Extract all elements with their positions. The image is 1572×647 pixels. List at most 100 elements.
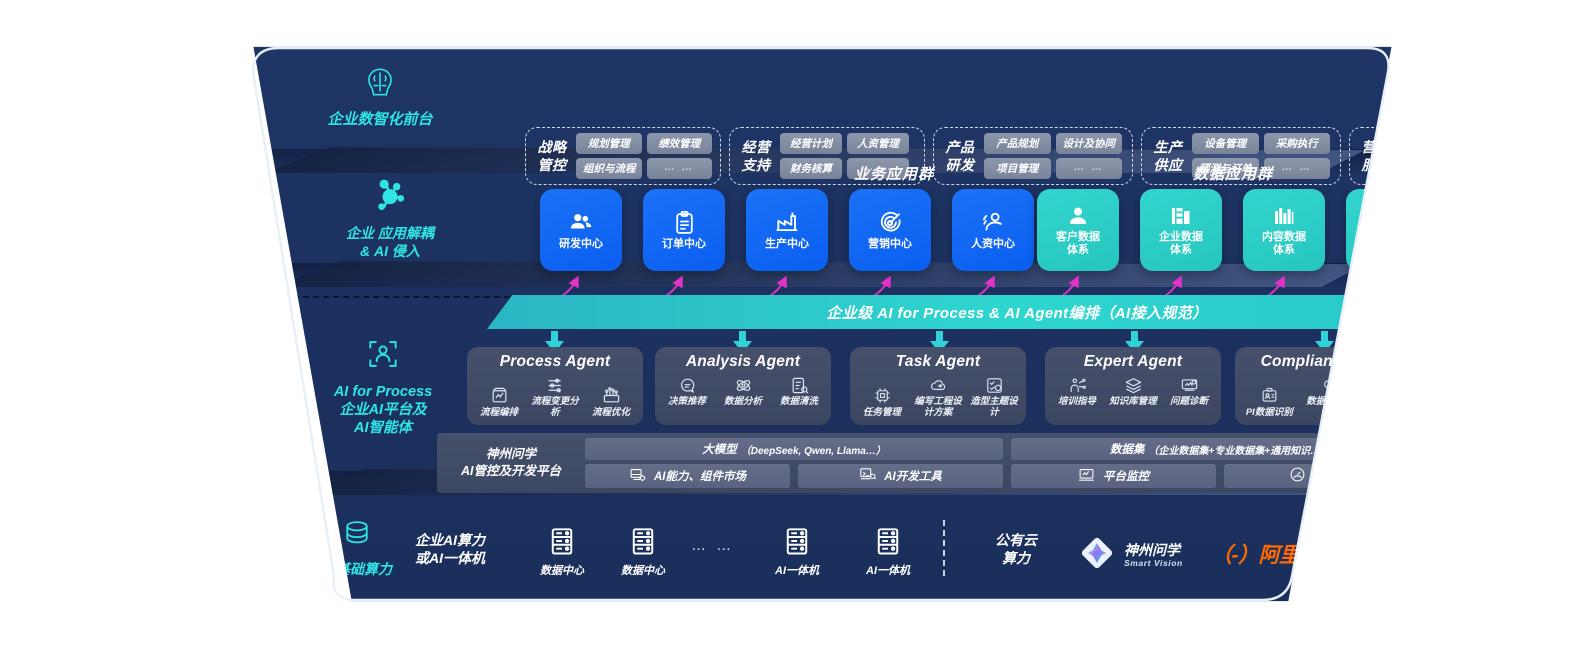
domain-chip[interactable]: 规划管理 [576, 133, 642, 154]
app-tile-order-center[interactable]: 订单中心 [643, 189, 725, 271]
agent-card-process[interactable]: Process Agent 流程编排 流程变更分析 [467, 347, 643, 425]
agent-capability[interactable]: PI数据识别 [1239, 386, 1300, 419]
dataset-bar[interactable]: 数据集 （企业数据集+专业数据集+通用知识…） [1011, 438, 1429, 460]
agent-capability[interactable]: 流程编排 [471, 386, 527, 419]
domain-chip[interactable]: 整车物流 [1400, 158, 1436, 179]
agent-capability-row: 决策推荐 数据分析 数据清洗 [655, 375, 831, 408]
domain-group-strategy[interactable]: 战略 管控 规划管理 绩效管理 组织与流程 … … [525, 127, 721, 185]
agent-capability[interactable]: 数据分析 [715, 375, 771, 408]
app-tile-production-center[interactable]: 生产中心 [746, 189, 828, 271]
platform-cell-monitoring[interactable]: 平台监控 [1011, 464, 1216, 488]
platform-cell-billing[interactable]: 计费/计量 [1224, 464, 1429, 488]
shield-cloud-icon [1300, 375, 1361, 395]
dataset-bar-label: 数据集 [1109, 444, 1145, 456]
agent-capability-label: 造型主题设计 [970, 396, 1018, 418]
agent-capability[interactable]: 合规预警 [1360, 386, 1421, 419]
agent-capability-label: 数据清洗 [779, 396, 818, 407]
agent-capability-label: 任务管理 [862, 406, 901, 418]
infra-node-aio-1[interactable]: AI一体机 [762, 527, 832, 578]
person-scan-icon [283, 335, 483, 378]
infra-node-dc-1[interactable]: 数据中心 [527, 527, 597, 578]
ai-platform-strip[interactable]: 神州问学 AI管控及开发平台 大模型 （DeepSeek, Qwen, Llam… [437, 433, 1436, 493]
data-tile-enterprise[interactable]: 企业数据 体系 [1140, 189, 1222, 271]
aliyun-logo: （-）阿里云 [1211, 544, 1320, 567]
agent-capability-label: 流程编排 [479, 406, 518, 418]
agent-capability-label: 培训指导 [1057, 396, 1096, 407]
platform-cell-ai-market[interactable]: AI能力、组件市场 [585, 464, 790, 488]
platform-right-cells: 平台监控 计费/计量 [1011, 464, 1429, 488]
server-icon [629, 544, 657, 561]
infra-node-label: 数据中心 [621, 565, 665, 577]
data-tile-product[interactable]: 产品数据 体系 [1346, 189, 1428, 271]
clipboard-icon [672, 210, 697, 235]
agent-capability[interactable]: 数据权限 & 安全 [1300, 375, 1361, 419]
settings-list-icon [527, 375, 583, 395]
agent-capability[interactable]: 培训指导 [1049, 375, 1105, 408]
agent-capability[interactable]: 编写工程设计方案 [910, 375, 966, 419]
data-tile-customer[interactable]: 客户数据 体系 [1037, 189, 1119, 271]
data-app-group-title: 数据应用群 [1192, 166, 1273, 183]
agent-capability[interactable]: 任务管理 [854, 386, 910, 419]
vendor-shenzhou-wenxue[interactable]: 神州问学 Smart Vision [1077, 533, 1183, 578]
domain-chip[interactable]: 采购执行 [1264, 133, 1331, 154]
decouple-icon [295, 175, 485, 220]
huawei-flower-icon [1335, 527, 1387, 562]
orchestration-bar[interactable]: 企业级 AI for Process & AI Agent编排（AI接入规范） [487, 295, 1436, 329]
model-bar[interactable]: 大模型 （DeepSeek, Qwen, Llama…） [585, 438, 1003, 460]
platform-cell-label: 平台监控 [1103, 471, 1149, 483]
infra-divider [943, 520, 945, 576]
agent-capability[interactable]: 数据清洗 [771, 375, 827, 408]
domain-chip-more[interactable]: … … [647, 158, 713, 179]
data-tile-label: 产品数据 体系 [1365, 232, 1409, 257]
agent-capability-row: 流程编排 流程变更分析 流程优化 [467, 375, 643, 419]
rail-label-decouple: 企业 应用解耦 & AI 侵入 [346, 225, 434, 259]
agent-capability-label: 合规预警 [1371, 406, 1410, 418]
rail-label-ai-process: AI for Process 企业AI平台及 AI智能体 [333, 384, 433, 437]
domain-chip[interactable]: 绩效管理 [647, 133, 713, 154]
dataset-bar-note: （企业数据集+专业数据集+通用知识…） [1148, 445, 1331, 457]
model-bar-label: 大模型 [702, 444, 737, 456]
data-tile-content[interactable]: 内容数据 体系 [1243, 189, 1325, 271]
domain-chip[interactable]: 经营计划 [780, 133, 842, 154]
domain-chip[interactable]: 设计及协同 [1056, 133, 1123, 154]
business-app-group-title: 业务应用群 [853, 166, 934, 183]
domain-name: 战略 管控 [537, 138, 567, 173]
agent-card-analysis[interactable]: Analysis Agent 决策推荐 数据分析 [655, 347, 831, 425]
infra-node-aio-2[interactable]: AI一体机 [853, 527, 923, 578]
platform-cell-dev-tools[interactable]: AI开发工具 [798, 464, 1003, 488]
infra-node-dc-2[interactable]: 数据中心 [608, 527, 678, 578]
agent-card-task[interactable]: Task Agent 任务管理 编写工程设计方案 [850, 347, 1026, 425]
app-tile-rnd-center[interactable]: 研发中心 [540, 189, 622, 271]
server-icon [783, 544, 811, 561]
domain-chip[interactable]: 产品规划 [984, 133, 1051, 154]
user-solid-icon [1066, 204, 1090, 228]
agent-capability-label: 数据权限 & 安全 [1306, 396, 1354, 418]
agent-card-expert[interactable]: Expert Agent 培训指导 知识库管理 [1045, 347, 1221, 425]
shenzhou-wenxue-logo [1077, 533, 1117, 578]
data-tile-label: 内容数据 体系 [1262, 230, 1306, 256]
platform-cell-label: 计费/计量 [1314, 471, 1364, 483]
agent-capability[interactable]: 问题诊断 [1161, 375, 1217, 408]
agent-capability-label: 编写工程设计方案 [914, 396, 962, 418]
agent-capability[interactable]: 决策推荐 [659, 375, 715, 408]
domain-chip[interactable]: 组织与流程 [576, 158, 642, 179]
app-tile-hr-center[interactable]: 人资中心 [952, 189, 1034, 271]
domain-chip[interactable]: 设备管理 [1192, 133, 1259, 154]
domain-chip[interactable]: 人资管理 [847, 133, 909, 154]
agent-capability[interactable]: 造型主题设计 [966, 375, 1022, 419]
agent-card-compliance[interactable]: Compliance Agent PI数据识别 数据权限 & 安全 [1235, 347, 1425, 425]
flow-chart-icon [471, 386, 527, 406]
agent-capability[interactable]: 流程优化 [583, 386, 639, 419]
vendor-huawei[interactable]: HUAWEI [1335, 527, 1387, 573]
optimize-icon [583, 386, 639, 406]
domain-chip[interactable]: 市场营销 [1400, 133, 1436, 154]
agent-capability[interactable]: 知识库管理 [1105, 375, 1161, 408]
infra-node-label: AI一体机 [866, 565, 910, 577]
vendor-aliyun[interactable]: （-）阿里云 [1211, 539, 1320, 569]
diagnose-icon [1161, 375, 1217, 395]
platform-name: 神州问学 AI管控及开发平台 [460, 447, 561, 478]
agent-title: Analysis Agent [685, 353, 801, 370]
rail-front-office: 企业数智化前台 [285, 63, 475, 130]
app-tile-marketing-center[interactable]: 营销中心 [849, 189, 931, 271]
agent-capability[interactable]: 流程变更分析 [527, 375, 583, 419]
